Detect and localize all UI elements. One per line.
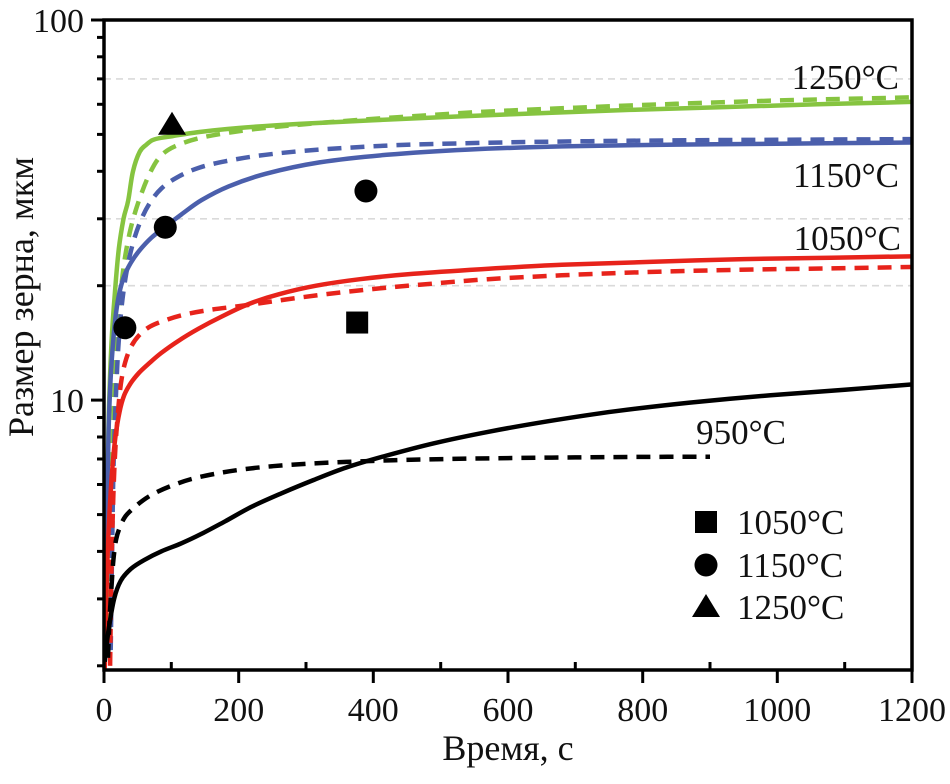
x-tick-label-0: 0 [96, 692, 113, 729]
y-tick-label-10: 10 [50, 383, 84, 420]
curve-label-1250°C: 1250°C [792, 58, 899, 97]
marker-circle-1150°C-1 [113, 316, 137, 340]
legend-marker-triangle [692, 594, 720, 617]
curve-label-1050°C: 1050°C [794, 219, 901, 258]
x-tick-label-800: 800 [617, 692, 668, 729]
curve-1250C-solid [105, 99, 911, 651]
legend-marker-square [695, 511, 717, 533]
curve-label-950°C: 950°C [696, 413, 786, 452]
x-tick-label-1200: 1200 [878, 692, 946, 729]
x-tick-label-400: 400 [348, 692, 399, 729]
curve-label-1150°C: 1150°C [793, 156, 899, 195]
x-tick-label-200: 200 [213, 692, 264, 729]
x-tick-label-600: 600 [483, 692, 534, 729]
legend-marker-circle [694, 553, 718, 577]
marker-square-1050°C-1 [346, 311, 369, 334]
gridline-layer [104, 78, 912, 287]
legend-label-1250°C: 1250°C [737, 588, 844, 627]
marker-circle-1150°C-2 [153, 215, 177, 239]
marker-layer [113, 111, 378, 340]
legend-label-1150°C: 1150°C [737, 546, 843, 585]
curve-950C-solid [105, 382, 911, 662]
curve-1050C-solid [105, 254, 911, 669]
marker-circle-1150°C-3 [354, 179, 378, 203]
text-layer: 0 200 400 600 800 1000 1200101001250°C1150°C10… [33, 3, 946, 729]
curve-1150C-dashed [108, 136, 911, 651]
marker-triangle-1250°C-1 [158, 111, 187, 135]
y-tick-label-100: 100 [33, 3, 84, 40]
x-axis-title: Время, с [442, 728, 573, 768]
axis-layer [91, 18, 914, 683]
curve-950C-dashed [105, 454, 711, 658]
x-tick-label-1000: 1000 [743, 692, 811, 729]
legend-label-1050°C: 1050°C [737, 503, 844, 542]
y-axis-title: Размер зерна, мкм [1, 157, 41, 437]
curve-1050C-dashed [107, 264, 911, 666]
